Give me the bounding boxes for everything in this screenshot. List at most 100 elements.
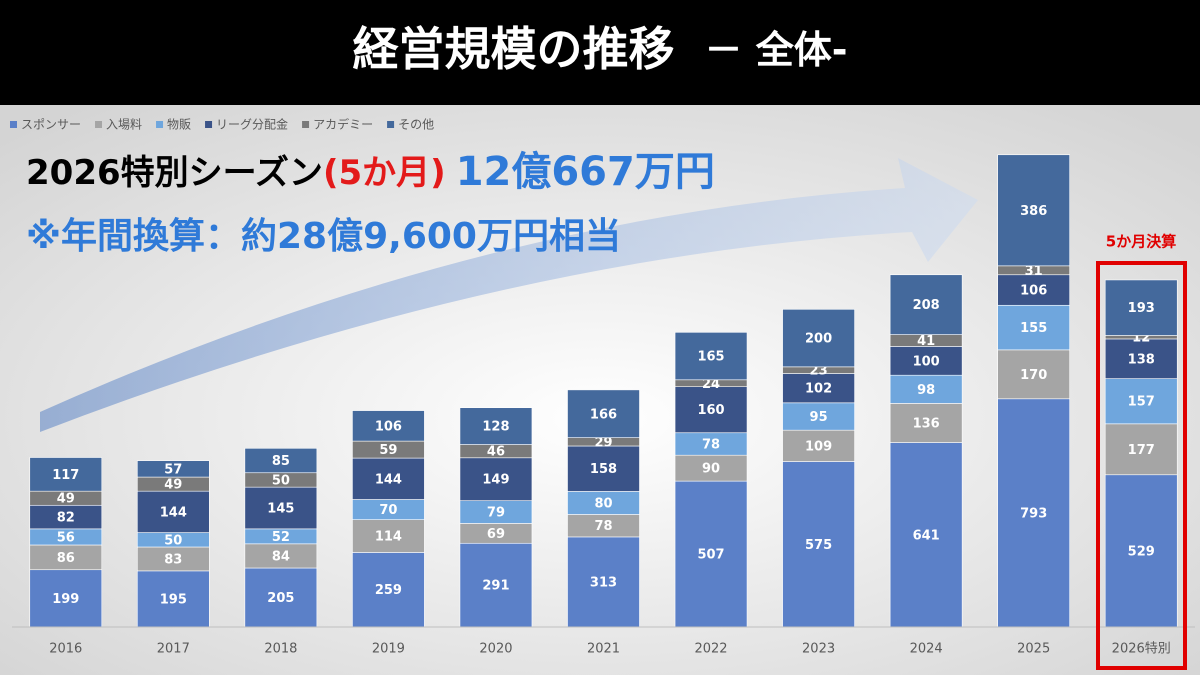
bar-segment: [29, 457, 103, 492]
value-label: 50: [164, 533, 182, 548]
bar-segment: [782, 308, 855, 368]
legend-swatch: [387, 121, 395, 128]
value-label: 49: [164, 478, 182, 493]
value-label: 138: [1128, 352, 1155, 367]
bar-segment: [1104, 474, 1178, 628]
bar-segment: [29, 569, 103, 628]
bar-segment: [889, 274, 963, 335]
value-label: 259: [375, 583, 402, 598]
growth-arrow: [40, 158, 978, 432]
value-label: 31: [1025, 264, 1043, 279]
legend-swatch: [156, 121, 164, 128]
value-label: 575: [805, 538, 832, 553]
value-label: 102: [805, 382, 832, 397]
value-label: 106: [1020, 284, 1047, 299]
bar-segment: [782, 429, 855, 462]
legend-swatch: [302, 121, 310, 128]
bar-segment: [352, 410, 425, 442]
x-tick-label: 2025: [1017, 642, 1050, 657]
bar-segment: [244, 543, 318, 569]
bar-segment: [459, 407, 533, 445]
headline-amount: 12億667万円: [456, 149, 715, 195]
value-label: 56: [57, 530, 75, 545]
bar-segment: [889, 403, 963, 443]
value-label: 155: [1020, 321, 1047, 336]
headline-season: 2026特別シーズン: [26, 153, 323, 193]
value-label: 386: [1020, 204, 1047, 219]
x-tick-label: 2023: [802, 642, 835, 657]
value-label: 24: [702, 377, 720, 392]
legend-label: 物販: [167, 118, 191, 132]
bar-segment: [459, 457, 533, 501]
x-tick-label: 2024: [910, 642, 943, 657]
bar-segment: [674, 332, 748, 381]
legend-label: 入場料: [106, 118, 142, 132]
bar-segment: [997, 304, 1070, 351]
value-label: 83: [164, 552, 182, 567]
bar-segment: [244, 447, 318, 474]
value-label: 291: [482, 579, 509, 594]
bar-segment: [1104, 279, 1178, 336]
bar-segment: [244, 567, 318, 628]
value-label: 136: [913, 416, 940, 431]
value-label: 165: [697, 350, 724, 365]
highlight-box: [1096, 261, 1187, 670]
bar-segment: [674, 454, 748, 482]
title-sub: － 全体-: [704, 28, 847, 72]
bar-segment: [674, 386, 748, 434]
value-label: 170: [1020, 368, 1047, 383]
value-label: 79: [487, 506, 505, 521]
value-label: 507: [697, 548, 724, 563]
bar-segment: [352, 457, 425, 500]
legend-swatch: [95, 121, 103, 128]
value-label: 313: [590, 575, 617, 590]
bar-segment: [244, 486, 318, 530]
bar-segment: [137, 460, 210, 478]
value-label: 90: [702, 462, 720, 477]
value-label: 85: [272, 454, 290, 469]
legend-label: リーグ分配金: [216, 117, 288, 132]
value-label: 193: [1128, 301, 1155, 316]
bar-segment: [1104, 423, 1178, 476]
x-tick-label: 2019: [372, 642, 405, 657]
value-label: 69: [487, 527, 505, 542]
x-tick-label: 2020: [479, 642, 512, 657]
value-label: 157: [1128, 395, 1155, 410]
bar-segment: [782, 373, 855, 404]
bar-segment: [567, 389, 640, 438]
value-label: 95: [810, 410, 828, 425]
header-band: [0, 0, 1200, 105]
bar-segment: [997, 398, 1070, 628]
chart-title: 経営規模の推移 － 全体-: [352, 22, 847, 76]
value-label: 144: [375, 472, 402, 487]
value-label: 98: [917, 383, 935, 398]
value-label: 158: [590, 462, 617, 477]
value-label: 199: [52, 592, 79, 607]
x-tick-label: 2018: [264, 642, 297, 657]
bar-segment: [567, 445, 640, 492]
bar-segment: [1104, 338, 1178, 379]
annual-estimate: ※年間換算：約28億9,600万円相当: [26, 216, 621, 257]
x-tick-label: 2016: [49, 642, 82, 657]
value-label: 86: [57, 551, 75, 566]
x-tick-label: 2022: [694, 642, 727, 657]
value-label: 144: [160, 505, 187, 520]
x-tick-label: 2017: [157, 642, 190, 657]
value-label: 128: [482, 420, 509, 435]
value-label: 52: [272, 530, 290, 545]
bar-segment: [889, 442, 963, 628]
value-label: 195: [160, 592, 187, 607]
value-label: 205: [267, 591, 294, 606]
value-label: 109: [805, 439, 832, 454]
value-label: 50: [272, 473, 290, 488]
title-main: 経営規模の推移: [352, 22, 674, 76]
bar-segment: [1104, 378, 1178, 425]
value-label: 78: [702, 437, 720, 452]
value-label: 70: [379, 503, 397, 518]
value-label: 114: [375, 530, 402, 545]
x-tick-label: 2021: [587, 642, 620, 657]
value-label: 149: [482, 473, 509, 488]
legend-label: スポンサー: [21, 118, 81, 132]
box-label: 5か月決算: [1106, 233, 1176, 251]
